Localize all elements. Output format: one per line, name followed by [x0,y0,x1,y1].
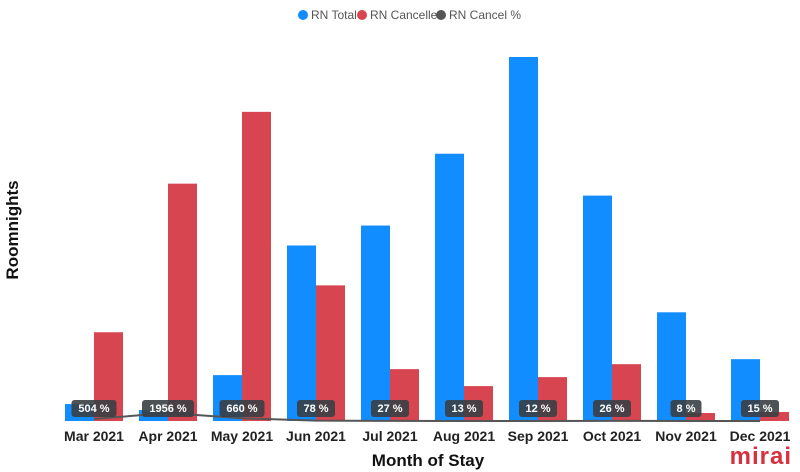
x-tick-label: Mar 2021 [64,428,124,444]
pct-label: 8 % [677,403,696,415]
pct-label-box [71,400,117,417]
pct-label: 78 % [303,403,328,415]
mirai-logo: mirai [730,443,792,470]
pct-label-box [219,400,265,417]
pct-label: 26 % [599,403,624,415]
bar-rn-total [435,153,464,421]
bar-rn-cancelled [242,111,271,422]
x-tick-label: Nov 2021 [655,428,717,444]
bar-rn-total [287,245,316,421]
x-tick-label: Jun 2021 [286,428,346,444]
legend-swatch [298,10,308,20]
pct-label-box [445,400,483,417]
legend-label: RN Total [311,8,357,22]
pct-label-box [593,400,631,417]
x-tick-label: Dec 2021 [730,428,791,444]
pct-label-box [519,400,557,417]
pct-label: 1956 % [149,403,187,415]
bar-rn-cancelled [686,413,715,421]
x-tick-label: May 2021 [211,428,273,444]
bars-group [65,57,789,422]
pct-label-box [371,400,409,417]
bar-rn-cancelled [168,183,197,421]
x-tick-label: Oct 2021 [583,428,642,444]
pct-label: 660 % [226,403,257,415]
x-tick-label: Jul 2021 [362,428,417,444]
y-axis-title: Roomnights [3,180,22,279]
pct-label-box [142,400,194,417]
pct-label: 15 % [747,403,772,415]
bar-rn-total [509,57,538,421]
x-axis-title: Month of Stay [372,451,485,470]
legend-swatch [436,10,446,20]
legend-swatch [357,10,367,20]
bar-rn-total [361,225,390,421]
cancel-pct-line [93,411,761,422]
pct-label: 504 % [78,403,109,415]
legend-label: RN Cancel % [449,8,521,22]
pct-label-box [741,400,779,417]
bar-rn-total [583,195,612,421]
pct-label: 27 % [377,403,402,415]
legend-label: RN Cancelled [370,8,444,22]
pct-label: 12 % [525,403,550,415]
pct-label-box [670,400,702,417]
chart-legend: RN Total RN Cancelled RN Cancel % [298,8,521,22]
cancel-pct-line-group [93,411,761,422]
x-tick-label: Apr 2021 [138,428,197,444]
pct-label-box [297,400,335,417]
x-axis-ticks: Mar 2021 Apr 2021 May 2021 Jun 2021 Jul 2021… [64,428,791,444]
pct-labels-group: 504 % 1956 % 660 % 78 % 27 % 13 % 12 % 26 % 8 % 1… [71,400,779,417]
x-tick-label: Aug 2021 [433,428,495,444]
pct-label: 13 % [451,403,476,415]
x-tick-label: Sep 2021 [508,428,569,444]
bar-rn-cancelled [316,285,345,421]
